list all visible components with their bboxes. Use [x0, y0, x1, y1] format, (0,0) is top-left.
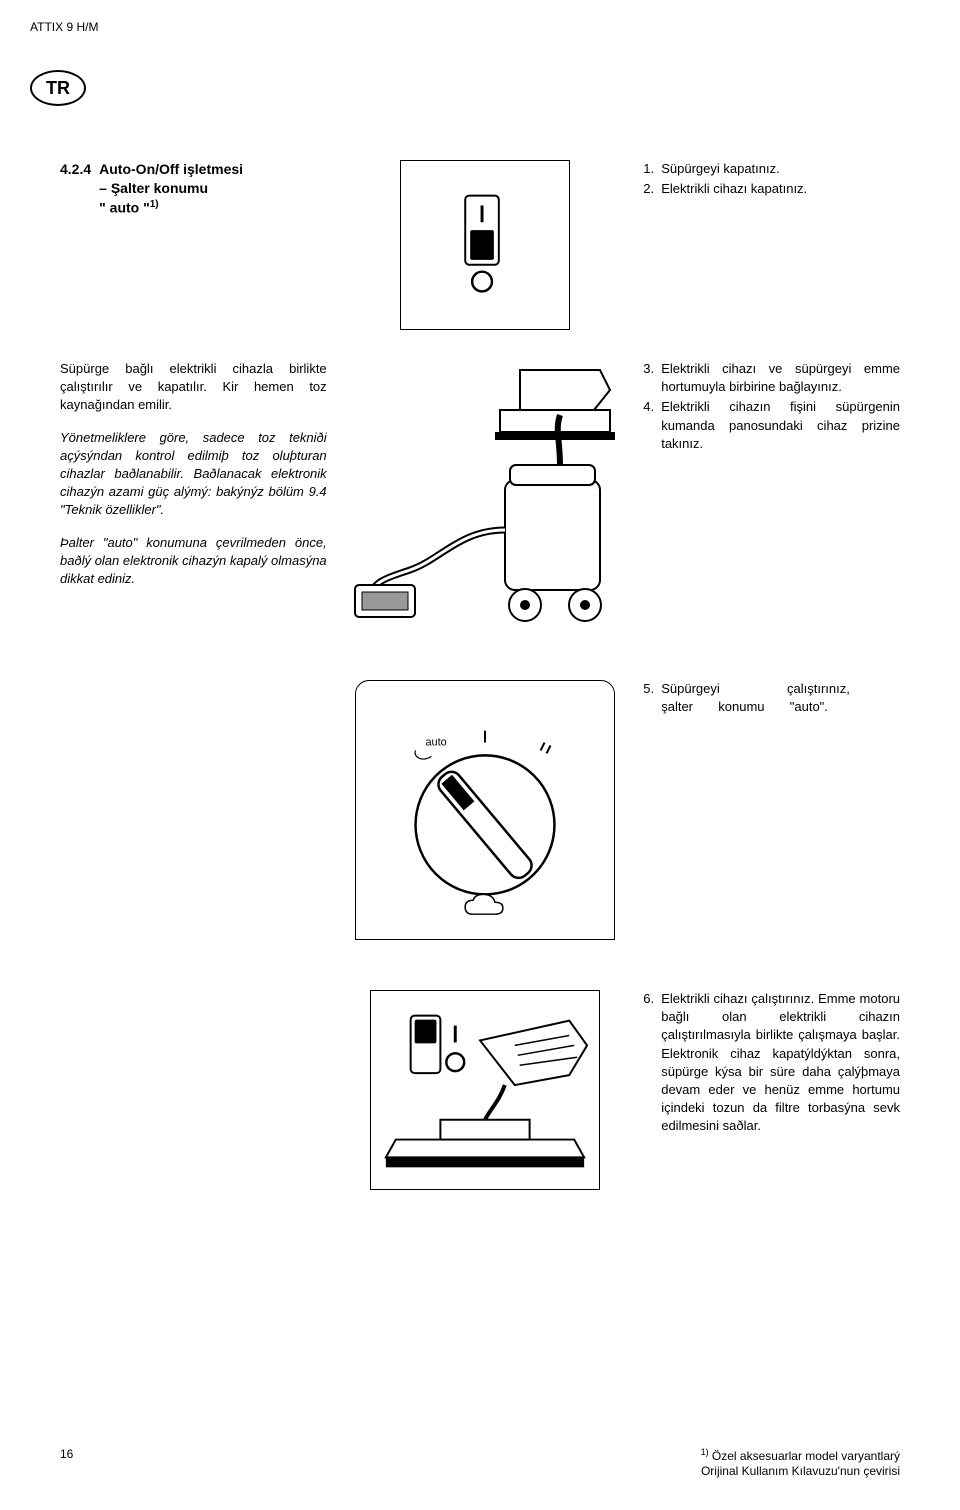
section-number: 4.2.4	[60, 160, 99, 217]
language-badge-text: TR	[46, 78, 70, 99]
plug-tool-icon	[371, 990, 599, 1190]
section-heading: 4.2.4 Auto-On/Off işletmesi – Şalter kon…	[60, 160, 347, 330]
footer-note: 1) Özel aksesuarlar model varyantlarý Or…	[701, 1447, 900, 1480]
steps-3-4: 3.Elektrikli cihazı ve süpürgeyi emme ho…	[623, 360, 900, 640]
step-6: 6.Elektrikli cihazı çalıştırınız. Emme m…	[623, 990, 900, 1190]
figure-plug-tool	[347, 990, 624, 1190]
switch-off-icon	[401, 160, 569, 330]
section-title-text: Auto-On/Off işletmesi – Şalter konumu " …	[99, 160, 243, 217]
para-2: Yönetmeliklere göre, sadece toz tekniði …	[60, 429, 327, 520]
row-2: Süpürge bağlı elektrikli cihazla birlikt…	[60, 360, 900, 640]
steps-1-2: 1.Süpürgeyi kapatınız. 2.Elektrikli ciha…	[623, 160, 900, 330]
row-3: auto 5. Süpürgeyi çalıştırınız,	[60, 680, 900, 940]
page-content: 4.2.4 Auto-On/Off işletmesi – Şalter kon…	[60, 160, 900, 1210]
row-1: 4.2.4 Auto-On/Off işletmesi – Şalter kon…	[60, 160, 900, 330]
left-paragraphs: Süpürge bağlı elektrikli cihazla birlikt…	[60, 360, 347, 640]
figure-dial-auto: auto	[347, 680, 624, 940]
vacuum-connect-icon	[350, 360, 620, 640]
page-number: 16	[60, 1447, 73, 1480]
row-4: 6.Elektrikli cihazı çalıştırınız. Emme m…	[60, 990, 900, 1190]
para-1: Süpürge bağlı elektrikli cihazla birlikt…	[60, 360, 327, 415]
figure-connect-hose	[347, 360, 624, 640]
header-model: ATTIX 9 H/M	[30, 20, 98, 34]
svg-text:auto: auto	[425, 737, 446, 749]
dial-auto-icon: auto	[356, 680, 614, 940]
page-footer: 16 1) Özel aksesuarlar model varyantlarý…	[60, 1447, 900, 1480]
para-3: Þalter "auto" konumuna çevrilmeden önce,…	[60, 534, 327, 589]
step-5: 5. Süpürgeyi çalıştırınız, şalter konumu…	[623, 680, 900, 940]
language-badge: TR	[30, 70, 86, 106]
figure-switch-off	[347, 160, 624, 330]
